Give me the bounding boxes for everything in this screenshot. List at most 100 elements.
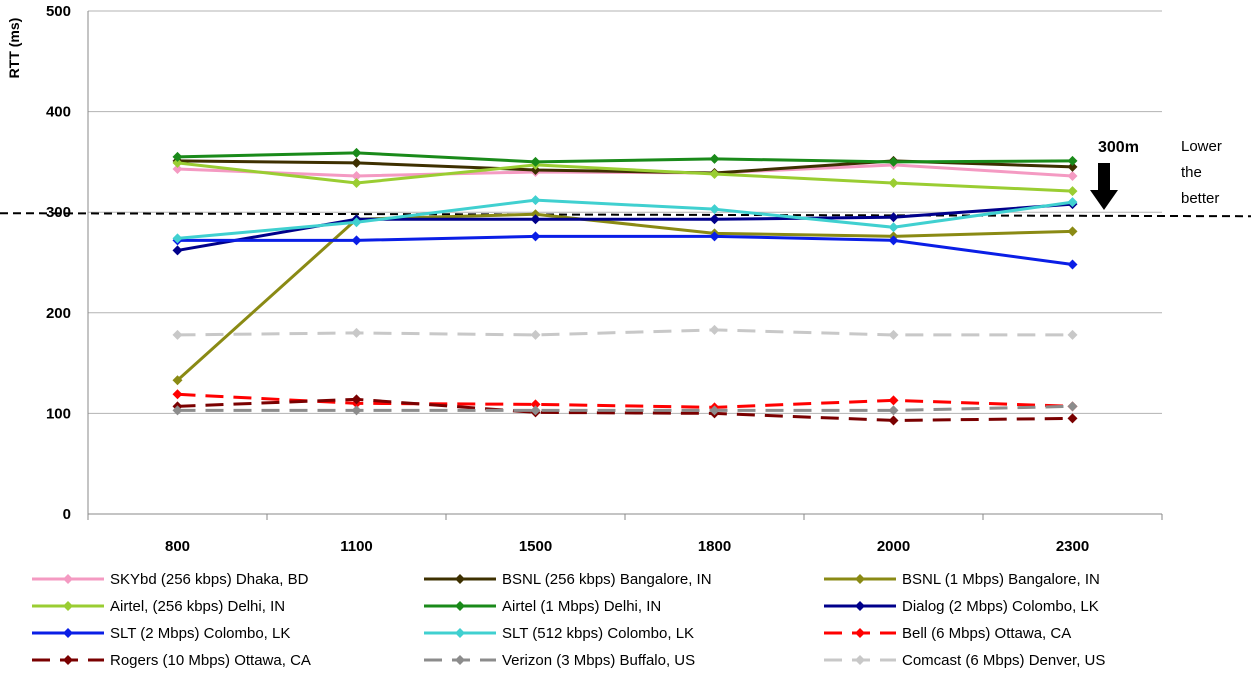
data-point <box>530 329 541 340</box>
data-point <box>172 151 183 162</box>
legend-item: Comcast (6 Mbps) Denver, US <box>824 652 1105 669</box>
data-point <box>1067 401 1078 412</box>
data-point <box>888 156 899 167</box>
data-point <box>530 214 541 225</box>
series-line <box>177 404 1073 412</box>
data-point <box>172 163 183 174</box>
data-point <box>1067 170 1078 181</box>
x-tick-label: 1500 <box>519 538 552 555</box>
data-point <box>709 231 720 242</box>
data-point <box>530 209 541 220</box>
data-point <box>1067 329 1078 340</box>
data-point <box>530 231 541 242</box>
x-tick-label: 1100 <box>340 538 373 555</box>
legend-item: SLT (2 Mbps) Colombo, LK <box>32 625 290 642</box>
x-tick-label: 2000 <box>877 538 910 555</box>
axes <box>87 11 1163 520</box>
legend-swatch-marker <box>855 574 865 584</box>
x-tick-label: 1800 <box>698 538 731 555</box>
legend-swatch-marker <box>63 655 73 665</box>
data-point <box>1067 186 1078 197</box>
data-point <box>351 170 362 181</box>
data-point <box>351 405 362 416</box>
legend-swatch-marker <box>855 601 865 611</box>
legend-label: Rogers (10 Mbps) Ottawa, CA <box>110 652 311 669</box>
data-point <box>1067 197 1078 208</box>
data-point <box>351 147 362 158</box>
gridlines <box>88 10 1162 414</box>
data-point <box>709 204 720 215</box>
data-point <box>530 399 541 410</box>
legend-label: SLT (2 Mbps) Colombo, LK <box>110 625 290 642</box>
data-point <box>1067 226 1078 237</box>
series-line <box>177 234 1073 266</box>
data-point <box>888 395 899 406</box>
legend-label: SKYbd (256 kbps) Dhaka, BD <box>110 571 309 588</box>
x-tick-label: 2300 <box>1056 538 1089 555</box>
data-point <box>530 405 541 416</box>
data-point <box>351 178 362 189</box>
y-tick-label: 0 <box>63 506 71 523</box>
series-line <box>177 161 1073 193</box>
data-point <box>530 156 541 167</box>
data-point <box>351 157 362 168</box>
data-point <box>1067 155 1078 166</box>
legend-label: Dialog (2 Mbps) Colombo, LK <box>902 598 1099 615</box>
y-tick-label: 200 <box>46 305 71 322</box>
legend-label: Bell (6 Mbps) Ottawa, CA <box>902 625 1071 642</box>
annotation-line-1: Lower <box>1181 138 1222 155</box>
legend-swatch-marker <box>855 655 865 665</box>
annotation-line-3: better <box>1181 190 1219 207</box>
reference-line-label: 300m <box>1098 139 1139 156</box>
data-point <box>888 212 899 223</box>
down-arrow-icon <box>1090 163 1118 210</box>
legend-label: Verizon (3 Mbps) Buffalo, US <box>502 652 695 669</box>
legend-label: SLT (512 kbps) Colombo, LK <box>502 625 694 642</box>
data-point <box>172 245 183 256</box>
legend-item: SLT (512 kbps) Colombo, LK <box>424 625 694 642</box>
y-tick-label: 500 <box>46 3 71 20</box>
data-point <box>888 178 899 189</box>
series-line <box>177 392 1073 409</box>
legend-item: BSNL (1 Mbps) Bangalore, IN <box>824 571 1100 588</box>
y-axis-title: RTT (ms) <box>6 18 22 79</box>
series-11 <box>172 324 1078 340</box>
legend-item: Dialog (2 Mbps) Colombo, LK <box>824 598 1099 615</box>
legend: SKYbd (256 kbps) Dhaka, BD BSNL (256 kbps… <box>32 571 1105 669</box>
legend-label: Airtel, (256 kbps) Delhi, IN <box>110 598 285 615</box>
data-point <box>172 329 183 340</box>
data-point <box>530 195 541 206</box>
data-point <box>709 153 720 164</box>
data-point <box>709 405 720 416</box>
legend-item: BSNL (256 kbps) Bangalore, IN <box>424 571 712 588</box>
data-point <box>1067 161 1078 172</box>
legend-swatch-marker <box>63 628 73 638</box>
series-lines <box>172 147 1078 426</box>
data-point <box>888 415 899 426</box>
legend-item: Airtel, (256 kbps) Delhi, IN <box>32 598 285 615</box>
data-point <box>530 164 541 175</box>
data-point <box>172 389 183 400</box>
legend-item: Verizon (3 Mbps) Buffalo, US <box>424 652 695 669</box>
y-tick-label: 400 <box>46 104 71 121</box>
legend-item: SKYbd (256 kbps) Dhaka, BD <box>32 571 309 588</box>
data-point <box>351 235 362 246</box>
data-point <box>172 405 183 416</box>
legend-swatch-marker <box>63 601 73 611</box>
annotation-line-2: the <box>1181 164 1202 181</box>
legend-swatch-marker <box>455 574 465 584</box>
data-point <box>1067 259 1078 270</box>
data-point <box>172 233 183 244</box>
data-point <box>888 222 899 233</box>
x-tick-label: 800 <box>165 538 190 555</box>
data-point <box>709 324 720 335</box>
series-10 <box>172 401 1078 416</box>
legend-label: BSNL (256 kbps) Bangalore, IN <box>502 571 712 588</box>
series-3 <box>172 157 1078 197</box>
legend-item: Airtel (1 Mbps) Delhi, IN <box>424 598 661 615</box>
legend-swatch-marker <box>455 628 465 638</box>
series-line <box>177 151 1073 164</box>
legend-label: BSNL (1 Mbps) Bangalore, IN <box>902 571 1100 588</box>
series-line <box>177 397 1073 422</box>
